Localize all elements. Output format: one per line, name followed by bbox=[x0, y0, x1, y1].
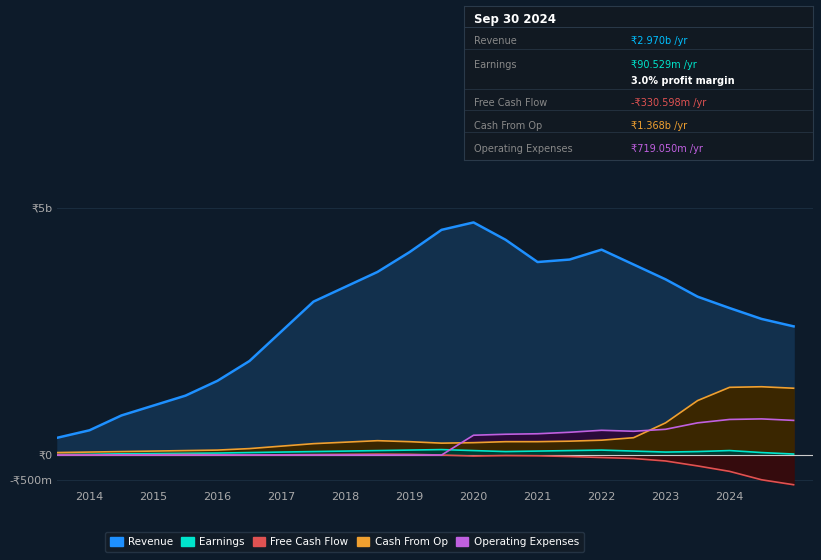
Text: Free Cash Flow: Free Cash Flow bbox=[475, 98, 548, 108]
Text: -₹330.598m /yr: -₹330.598m /yr bbox=[631, 98, 707, 108]
Text: ₹719.050m /yr: ₹719.050m /yr bbox=[631, 144, 704, 154]
Legend: Revenue, Earnings, Free Cash Flow, Cash From Op, Operating Expenses: Revenue, Earnings, Free Cash Flow, Cash … bbox=[105, 532, 584, 552]
Text: Operating Expenses: Operating Expenses bbox=[475, 144, 573, 154]
Text: ₹90.529m /yr: ₹90.529m /yr bbox=[631, 59, 697, 69]
Text: Cash From Op: Cash From Op bbox=[475, 121, 543, 131]
Text: ₹1.368b /yr: ₹1.368b /yr bbox=[631, 121, 687, 131]
Text: Sep 30 2024: Sep 30 2024 bbox=[475, 13, 557, 26]
Text: ₹2.970b /yr: ₹2.970b /yr bbox=[631, 36, 688, 46]
Text: Revenue: Revenue bbox=[475, 36, 517, 46]
Text: 3.0% profit margin: 3.0% profit margin bbox=[631, 77, 735, 86]
Text: Earnings: Earnings bbox=[475, 59, 517, 69]
